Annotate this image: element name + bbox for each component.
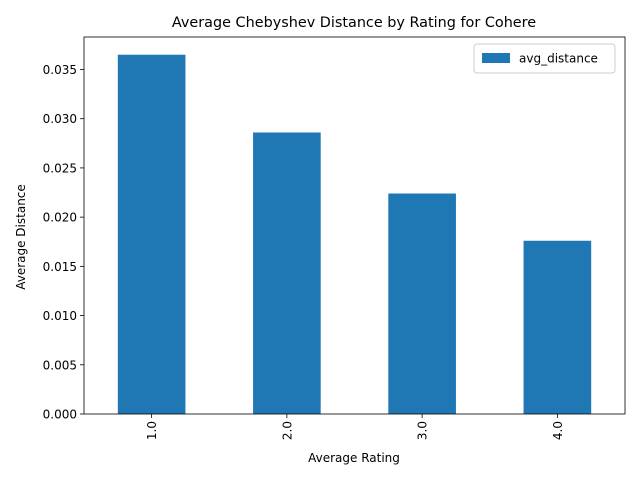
x-tick-label: 2.0 bbox=[280, 421, 294, 440]
legend-box bbox=[473, 43, 616, 74]
legend-swatch bbox=[482, 53, 510, 63]
x-axis-label: Average Rating bbox=[308, 451, 400, 465]
axes-frame bbox=[83, 36, 626, 415]
chart-title: Average Chebyshev Distance by Rating for… bbox=[172, 15, 536, 31]
y-tick-label: 0.025 bbox=[43, 161, 77, 175]
x-tick-label: 1.0 bbox=[145, 421, 159, 440]
x-tick-label: 3.0 bbox=[416, 421, 430, 440]
plot-area: 0.000 0.005 0.010 0.015 0.020 0.025 0.030 0.035… bbox=[43, 36, 626, 440]
bar-4.0 bbox=[523, 240, 592, 414]
y-tick-label: 0.005 bbox=[43, 358, 77, 372]
x-tick-label: 4.0 bbox=[551, 421, 565, 440]
legend-label: avg_distance bbox=[519, 52, 598, 66]
y-tick-label: 0.030 bbox=[43, 112, 77, 126]
y-tick-label: 0.015 bbox=[43, 260, 77, 274]
y-tick-label: 0.000 bbox=[43, 408, 77, 422]
y-tick-label: 0.010 bbox=[43, 309, 77, 323]
bar-2.0 bbox=[253, 132, 321, 415]
y-tick-label: 0.035 bbox=[43, 63, 77, 77]
y-axis-label: Average Distance bbox=[14, 184, 28, 290]
bar-3.0 bbox=[388, 193, 456, 414]
y-tick-label: 0.020 bbox=[43, 211, 77, 225]
bar-1.0 bbox=[117, 54, 186, 414]
